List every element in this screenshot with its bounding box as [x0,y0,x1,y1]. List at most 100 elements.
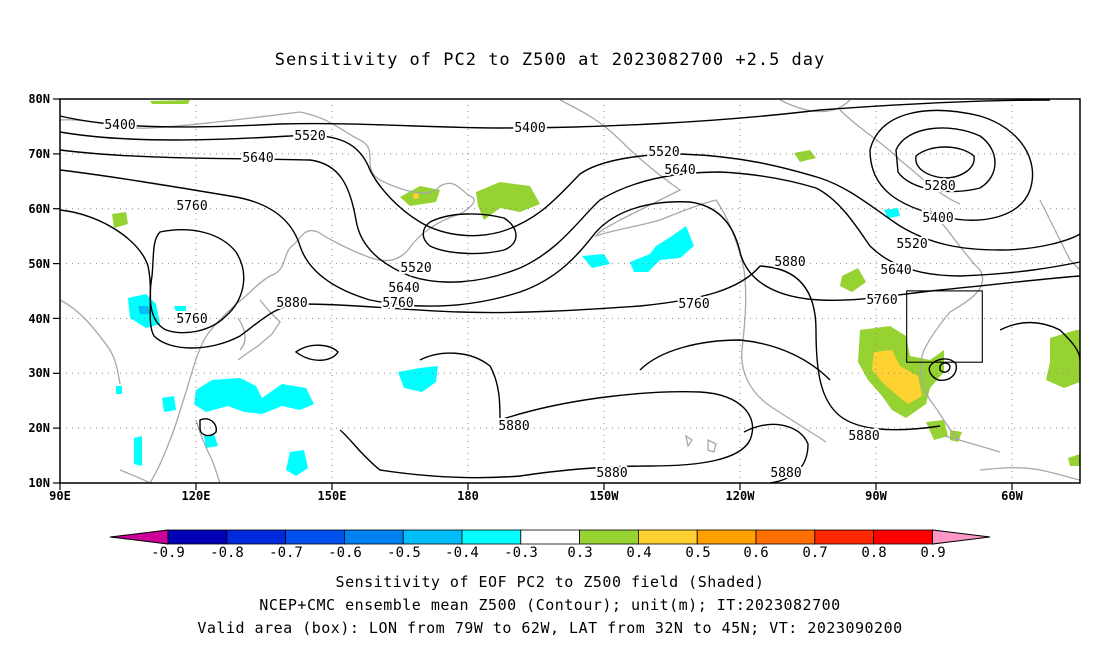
shade-patch [1046,330,1080,388]
x-tick-labels: 90E 120E 150E 180 150W 120W 90W 60W [49,489,1023,503]
shade-patch [174,306,186,312]
colorbar-label: -0.3 [504,545,538,561]
x-tick-label: 60W [1001,489,1023,503]
coastline-caribbean [943,435,1001,453]
contour-label: 5640 [242,151,273,166]
shade-patch [926,420,948,440]
contour-5400 [59,99,1051,129]
shade-patch [150,100,190,104]
coastline-alaska [559,99,827,443]
shade-patch [204,434,218,448]
shade-patch [872,350,922,404]
contour-5520-closed [422,213,517,255]
shade-patch [194,378,314,414]
y-tick-label: 40N [28,312,50,326]
contour-5880-f [743,423,809,484]
contour-label: 5760 [678,297,709,312]
colorbar-label: -0.5 [387,545,421,561]
y-tick-label: 70N [28,147,50,161]
shade-patch [413,193,419,199]
contour-5640 [59,149,1081,283]
shade-patch [794,150,816,162]
coastline-philippines [195,419,221,484]
contour-5880-c [339,352,754,479]
contour-5880-e [199,418,217,437]
y-tick-label: 80N [28,92,50,106]
z500-contours [59,99,1081,484]
contour-label: 5640 [388,281,419,296]
colorbar-box [696,529,757,545]
coastlines [59,99,1081,484]
x-tick-label: 90W [865,489,887,503]
y-tick-label: 60N [28,202,50,216]
contour-5880-b [759,265,941,431]
map-frame [59,98,1081,484]
contour-label: 5400 [514,121,545,136]
colorbar-box [873,529,933,545]
colorbar-label: 0.7 [802,545,827,561]
contour-label: 5880 [774,255,805,270]
grid-lines [60,99,1080,483]
shading-layer [112,100,1080,476]
x-tick-label: 150E [318,489,347,503]
colorbar-label: 0.8 [861,545,886,561]
contour-5280-ring2 [895,127,996,193]
x-tick-label: 90E [49,489,71,503]
colorbar-box [755,529,816,545]
colorbar-label: 0.6 [743,545,768,561]
y-tick-labels: 80N 70N 60N 50N 40N 30N 20N 10N [28,92,50,490]
x-tick-label: 150W [590,489,620,503]
contour-labels: 5400 5400 5400 5520 5520 5520 5520 5640 … [102,116,957,483]
shade-patch [138,306,150,314]
contour-5880-h [999,321,1081,361]
x-tick-label: 120E [182,489,211,503]
colorbar-box [285,529,345,545]
colorbar-box [226,529,287,545]
contour-label: 5520 [896,237,927,252]
colorbar-label: 0.3 [567,545,592,561]
contour-label: 5760 [176,312,207,327]
shade-patch [286,450,308,476]
colorbar-box [638,529,698,545]
coastline-sa [979,467,1081,481]
shade-patch [582,254,610,268]
colorbar-box [461,529,522,545]
contour-label: 5640 [880,263,911,278]
coastline-europe [1039,199,1081,271]
colorbar: -0.9 -0.8 -0.7 -0.6 -0.5 -0.4 -0.3 0.3 0… [109,529,991,561]
contour-label: 5880 [596,466,627,481]
contour-5880-g [639,339,831,381]
contour-5280-ring3 [915,146,975,179]
shade-patch [134,436,142,466]
caption-line-1: Sensitivity of EOF PC2 to Z500 field (Sh… [335,573,765,591]
contour-label: 5400 [104,118,135,133]
shade-patch [630,226,694,272]
colorbar-box [343,529,404,545]
coastline-japan [237,299,281,361]
colorbar-end-triangle [931,529,991,545]
colorbar-label: -0.9 [151,545,185,561]
shade-patch [476,182,540,220]
colorbar-labels: -0.9 -0.8 -0.7 -0.6 -0.5 -0.4 -0.3 0.3 0… [151,545,946,561]
contour-5880-i [928,358,957,381]
colorbar-label: 0.9 [920,545,945,561]
colorbar-label: -0.8 [210,545,244,561]
contour-label: 5400 [922,211,953,226]
contour-5880-j [939,362,951,373]
contour-label: 5520 [294,129,325,144]
coastline-indonesia [119,469,151,484]
contour-label: 5640 [664,163,695,178]
contour-label: 5880 [276,296,307,311]
map-panel: 5400 5400 5400 5520 5520 5520 5520 5640 … [28,92,1081,503]
x-tick-label: 180 [457,489,479,503]
y-tick-label: 50N [28,257,50,271]
contour-label: 5760 [176,199,207,214]
shade-patch [112,212,128,228]
coastline-korea [237,317,246,351]
contour-label: 5880 [848,429,879,444]
contour-5880-a [59,209,761,349]
colorbar-label: -0.4 [445,545,479,561]
colorbar-label: -0.7 [269,545,303,561]
shade-patch [840,268,866,292]
